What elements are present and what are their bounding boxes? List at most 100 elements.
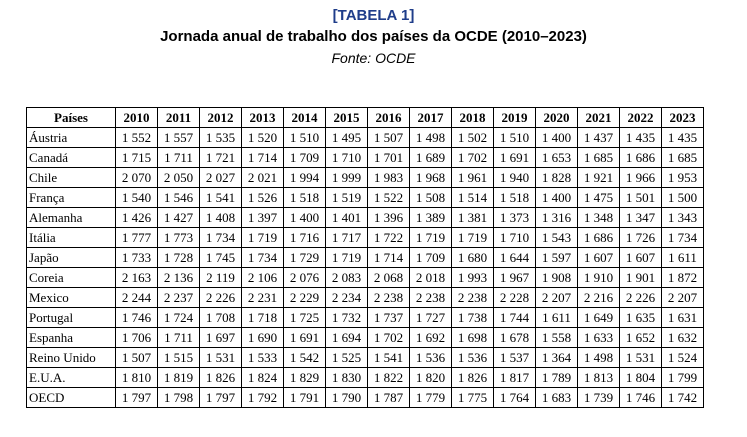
hours-cell: 2 244 (115, 287, 158, 308)
year-header: 2022 (619, 107, 662, 128)
country-cell: Espanha (26, 327, 116, 348)
country-cell: Reino Unido (26, 347, 116, 368)
hours-cell: 1 819 (157, 367, 200, 388)
hours-cell: 1 921 (577, 167, 620, 188)
table-row: Áustria 1 552 1 557 1 535 1 520 1 510 1 495 1 5… (26, 127, 704, 148)
year-header: 2015 (325, 107, 368, 128)
hours-cell: 1 734 (241, 247, 284, 268)
hours-cell: 2 018 (409, 267, 452, 288)
hours-cell: 1 718 (241, 307, 284, 328)
hours-cell: 1 689 (409, 147, 452, 168)
year-header: 2023 (661, 107, 704, 128)
hours-cell: 1 710 (325, 147, 368, 168)
hours-cell: 1 739 (577, 387, 620, 408)
hours-cell: 1 678 (493, 327, 536, 348)
hours-cell: 2 226 (199, 287, 242, 308)
hours-cell: 1 389 (409, 207, 452, 228)
hours-cell: 2 229 (283, 287, 326, 308)
hours-cell: 1 722 (367, 227, 410, 248)
hours-cell: 1 706 (115, 327, 158, 348)
hours-cell: 1 940 (493, 167, 536, 188)
hours-cell: 1 709 (409, 247, 452, 268)
hours-cell: 1 541 (199, 187, 242, 208)
hours-cell: 1 714 (367, 247, 410, 268)
hours-cell: 1 797 (115, 387, 158, 408)
table-row: Itália 1 777 1 773 1 734 1 719 1 716 1 717 1 72… (26, 227, 704, 248)
hours-cell: 2 163 (115, 267, 158, 288)
hours-cell: 1 435 (619, 127, 662, 148)
hours-cell: 1 558 (535, 327, 578, 348)
hours-cell: 1 400 (283, 207, 326, 228)
table-row: Alemanha 1 426 1 427 1 408 1 397 1 400 1 401 1 … (26, 207, 704, 228)
hours-cell: 1 685 (577, 147, 620, 168)
hours-cell: 1 520 (241, 127, 284, 148)
hours-cell: 2 207 (535, 287, 578, 308)
hours-cell: 1 953 (661, 167, 704, 188)
hours-cell: 1 501 (619, 187, 662, 208)
hours-cell: 2 050 (157, 167, 200, 188)
hours-cell: 1 508 (409, 187, 452, 208)
hours-cell: 1 826 (451, 367, 494, 388)
hours-cell: 1 597 (535, 247, 578, 268)
year-header: 2013 (241, 107, 284, 128)
hours-cell: 1 702 (367, 327, 410, 348)
hours-cell: 1 983 (367, 167, 410, 188)
hours-cell: 1 901 (619, 267, 662, 288)
hours-cell: 1 498 (577, 347, 620, 368)
hours-cell: 1 475 (577, 187, 620, 208)
hours-cell: 1 792 (241, 387, 284, 408)
hours-cell: 1 725 (283, 307, 326, 328)
hours-cell: 1 791 (283, 387, 326, 408)
hours-cell: 1 495 (325, 127, 368, 148)
hours-cell: 2 068 (367, 267, 410, 288)
hours-cell: 1 716 (283, 227, 326, 248)
hours-cell: 1 719 (409, 227, 452, 248)
hours-cell: 1 546 (157, 187, 200, 208)
hours-cell: 1 685 (661, 147, 704, 168)
hours-cell: 1 910 (577, 267, 620, 288)
hours-cell: 1 427 (157, 207, 200, 228)
table-tag: [TABELA 1] (332, 7, 415, 24)
hours-cell: 1 746 (115, 307, 158, 328)
hours-cell: 1 719 (241, 227, 284, 248)
hours-cell: 1 633 (577, 327, 620, 348)
year-header: 2010 (115, 107, 158, 128)
hours-cell: 1 804 (619, 367, 662, 388)
hours-cell: 1 690 (241, 327, 284, 348)
header-row: Países 2010 2011 2012 2013 2014 2015 2016 2017 2… (26, 107, 704, 128)
country-cell: Canadá (26, 147, 116, 168)
hours-cell: 1 515 (157, 347, 200, 368)
hours-cell: 1 510 (283, 127, 326, 148)
hours-cell: 2 226 (619, 287, 662, 308)
hours-cell: 1 408 (199, 207, 242, 228)
table-row: Canadá 1 715 1 711 1 721 1 714 1 709 1 710 1 70… (26, 147, 704, 168)
hours-cell: 1 525 (325, 347, 368, 368)
country-column-header: Países (26, 107, 116, 128)
country-cell: Itália (26, 227, 116, 248)
hours-cell: 1 316 (535, 207, 578, 228)
hours-cell: 1 607 (577, 247, 620, 268)
hours-cell: 1 611 (661, 247, 704, 268)
hours-cell: 1 518 (493, 187, 536, 208)
hours-cell: 2 083 (325, 267, 368, 288)
hours-cell: 1 537 (493, 347, 536, 368)
hours-cell: 1 777 (115, 227, 158, 248)
hours-cell: 2 238 (367, 287, 410, 308)
hours-cell: 2 238 (409, 287, 452, 308)
hours-cell: 1 728 (157, 247, 200, 268)
hours-cell: 1 817 (493, 367, 536, 388)
hours-cell: 1 872 (661, 267, 704, 288)
hours-cell: 2 136 (157, 267, 200, 288)
hours-cell: 2 207 (661, 287, 704, 308)
hours-cell: 2 119 (199, 267, 242, 288)
hours-cell: 1 726 (619, 227, 662, 248)
hours-cell: 1 507 (367, 127, 410, 148)
hours-cell: 1 787 (367, 387, 410, 408)
hours-cell: 1 826 (199, 367, 242, 388)
hours-cell: 1 719 (451, 227, 494, 248)
hours-cell: 2 228 (493, 287, 536, 308)
year-header: 2019 (493, 107, 536, 128)
hours-cell: 1 531 (199, 347, 242, 368)
hours-cell: 1 733 (115, 247, 158, 268)
hours-cell: 1 702 (451, 147, 494, 168)
